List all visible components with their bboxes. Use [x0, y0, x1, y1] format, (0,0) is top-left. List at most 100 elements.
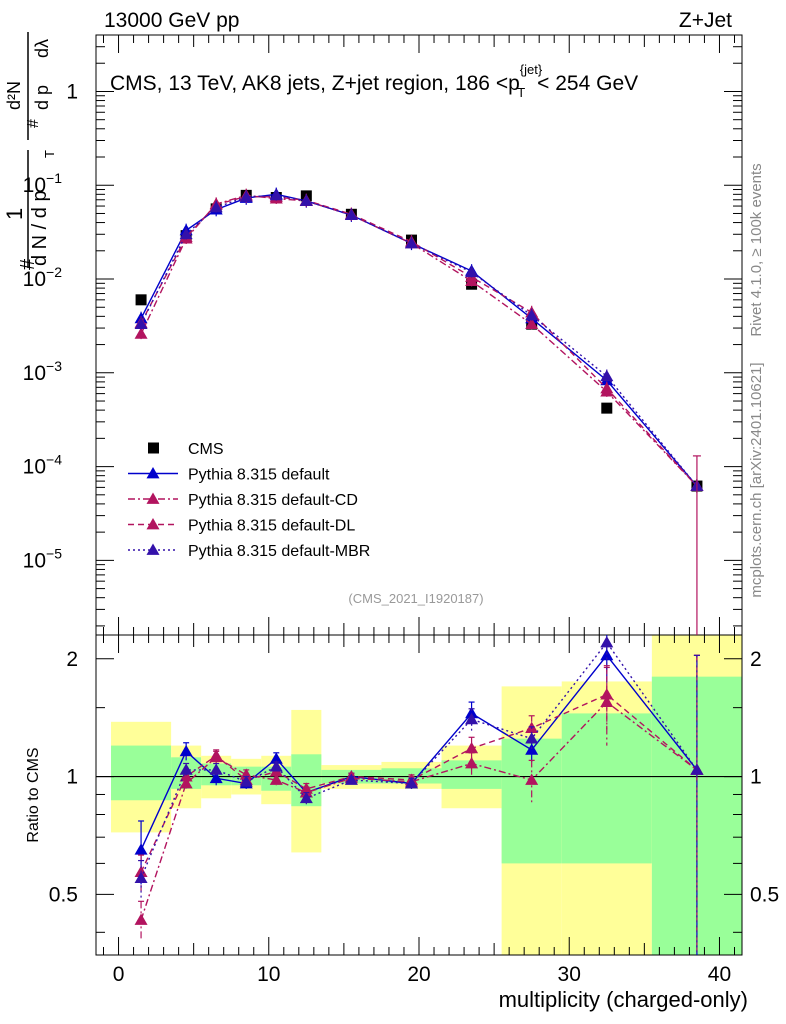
- mcplots-credit-label: mcplots.cern.ch [arXiv:2401.10621]: [748, 362, 765, 597]
- cms-data-point: [601, 402, 613, 414]
- svg-text:CMS, 13 TeV, AK8 jets, Z+jet r: CMS, 13 TeV, AK8 jets, Z+jet region, 186…: [110, 62, 638, 100]
- series-point: [134, 327, 148, 339]
- legend: CMS Pythia 8.315 default Pythia 8.315 defa…: [128, 441, 370, 560]
- ratio-point: [525, 743, 539, 755]
- ratio-point: [600, 688, 614, 700]
- ratio-uncertainty-bands: [96, 635, 742, 955]
- series-point: [209, 200, 223, 213]
- legend-label-2: Pythia 8.315 default-CD: [188, 492, 358, 509]
- ratio-point: [465, 706, 479, 719]
- ratio-point: [299, 791, 313, 804]
- header-process-label: Z+Jet: [679, 9, 732, 32]
- ylabel-hash-2: #: [25, 119, 42, 128]
- series-line-1: [140, 193, 698, 487]
- plot-title-sub: T: [517, 85, 525, 100]
- ratio-point: [299, 782, 313, 794]
- series-point: [269, 188, 283, 201]
- cms-data-point: [135, 294, 147, 306]
- legend-marker-0: [148, 442, 159, 454]
- y-tick-label-2: 10−3: [23, 358, 63, 385]
- ylabel-dlambda: dλ: [32, 39, 52, 58]
- ratio-y-tick-label-right-1: 1: [750, 766, 762, 789]
- x-tick-label-4: 40: [708, 963, 731, 986]
- ratio-point: [600, 648, 614, 661]
- y-tick-label-3: 10−2: [23, 264, 63, 291]
- rivet-version-label: Rivet 4.1.0, ≥ 100k events: [748, 163, 765, 336]
- legend-marker-2: [146, 492, 160, 504]
- ylabel-dN-dpT: d N / d p: [29, 190, 51, 266]
- ratio-point: [525, 773, 539, 785]
- series-point: [465, 265, 479, 278]
- main-y-axis-label: # 1 d N / d p T # d²N d p dλ: [2, 32, 57, 270]
- plot-title-main: CMS, 13 TeV, AK8 jets, Z+jet region, 186…: [110, 72, 520, 95]
- legend-marker-3: [146, 518, 160, 530]
- plot-title-end: < 254 GeV: [537, 72, 638, 95]
- ratio-line-2: [140, 693, 698, 873]
- ratio-point: [134, 871, 148, 884]
- series-line-4: [140, 194, 698, 487]
- ratio-point: [465, 712, 479, 725]
- ratio-point: [690, 763, 704, 775]
- x-tick-label-3: 30: [558, 963, 581, 986]
- ratio-point: [269, 773, 283, 785]
- legend-label-4: Pythia 8.315 default-MBR: [188, 543, 370, 560]
- ratio-line-3: [140, 641, 698, 879]
- header-energy-label: 13000 GeV pp: [104, 9, 239, 32]
- y-tick-label-1: 10−4: [23, 452, 63, 479]
- x-tick-label-2: 20: [407, 963, 430, 986]
- main-series-group: [134, 187, 704, 635]
- legend-marker-1: [146, 467, 160, 479]
- series-point: [179, 227, 193, 240]
- legend-label-0: CMS: [188, 441, 224, 458]
- plot-title-sup: {jet}: [520, 62, 543, 77]
- series-point: [404, 236, 418, 249]
- ratio-y-tick-label-right-0: 0.5: [750, 883, 779, 906]
- series-point: [600, 382, 614, 394]
- series-point: [239, 190, 253, 202]
- ratio-point: [344, 773, 358, 785]
- plot-title: CMS, 13 TeV, AK8 jets, Z+jet region, 186…: [110, 62, 638, 100]
- ratio-point: [465, 756, 479, 769]
- x-axis-label: multiplicity (charged-only): [499, 987, 748, 1012]
- series-4: [134, 188, 704, 493]
- ratio-point: [179, 770, 193, 782]
- analysis-annotation: (CMS_2021_I1920187): [348, 591, 483, 606]
- ylabel-T-subscript: T: [42, 150, 57, 158]
- ratio-point: [134, 843, 148, 855]
- ratio-series-group: [134, 635, 704, 955]
- y-tick-label-0: 10−5: [23, 545, 63, 572]
- legend-marker-4: [146, 543, 160, 555]
- ratio-y-axis-label: Ratio to CMS: [25, 747, 42, 842]
- ratio-point: [209, 771, 223, 784]
- series-point: [600, 369, 614, 382]
- ratio-point: [134, 913, 148, 925]
- series-point: [525, 308, 539, 321]
- ratio-point: [209, 749, 223, 761]
- ylabel-one: 1: [2, 208, 27, 220]
- ratio-point: [525, 732, 539, 744]
- x-tick-label-1: 10: [257, 963, 280, 986]
- ratio-y-tick-label-left-1: 1: [66, 766, 78, 789]
- series-line-2: [140, 194, 698, 487]
- ylabel-dp-dlambda: d p: [32, 85, 52, 110]
- ratio-point: [404, 777, 418, 789]
- x-tick-label-0: 0: [113, 963, 125, 986]
- ratio-point: [209, 763, 223, 775]
- legend-label-1: Pythia 8.315 default: [188, 467, 330, 484]
- ratio-y-tick-label-left-2: 2: [66, 648, 78, 671]
- ratio-series-3: [134, 635, 704, 955]
- legend-label-3: Pythia 8.315 default-DL: [188, 518, 355, 535]
- ylabel-d2N: d²N: [4, 81, 24, 110]
- ratio-point: [269, 752, 283, 764]
- ratio-point: [465, 741, 479, 754]
- ratio-point: [600, 636, 614, 648]
- ratio-band-inner-10: [561, 713, 652, 864]
- series-point: [299, 194, 313, 206]
- ratio-axes: 0.5 0.51 12 20 10 20 30 40: [49, 635, 779, 986]
- ratio-point: [239, 775, 253, 787]
- ratio-y-tick-label-right-2: 2: [750, 648, 762, 671]
- ratio-y-tick-label-left-0: 0.5: [49, 883, 78, 906]
- series-point: [525, 317, 539, 330]
- main-axes: 10−510−410−310−210−11: [23, 34, 742, 635]
